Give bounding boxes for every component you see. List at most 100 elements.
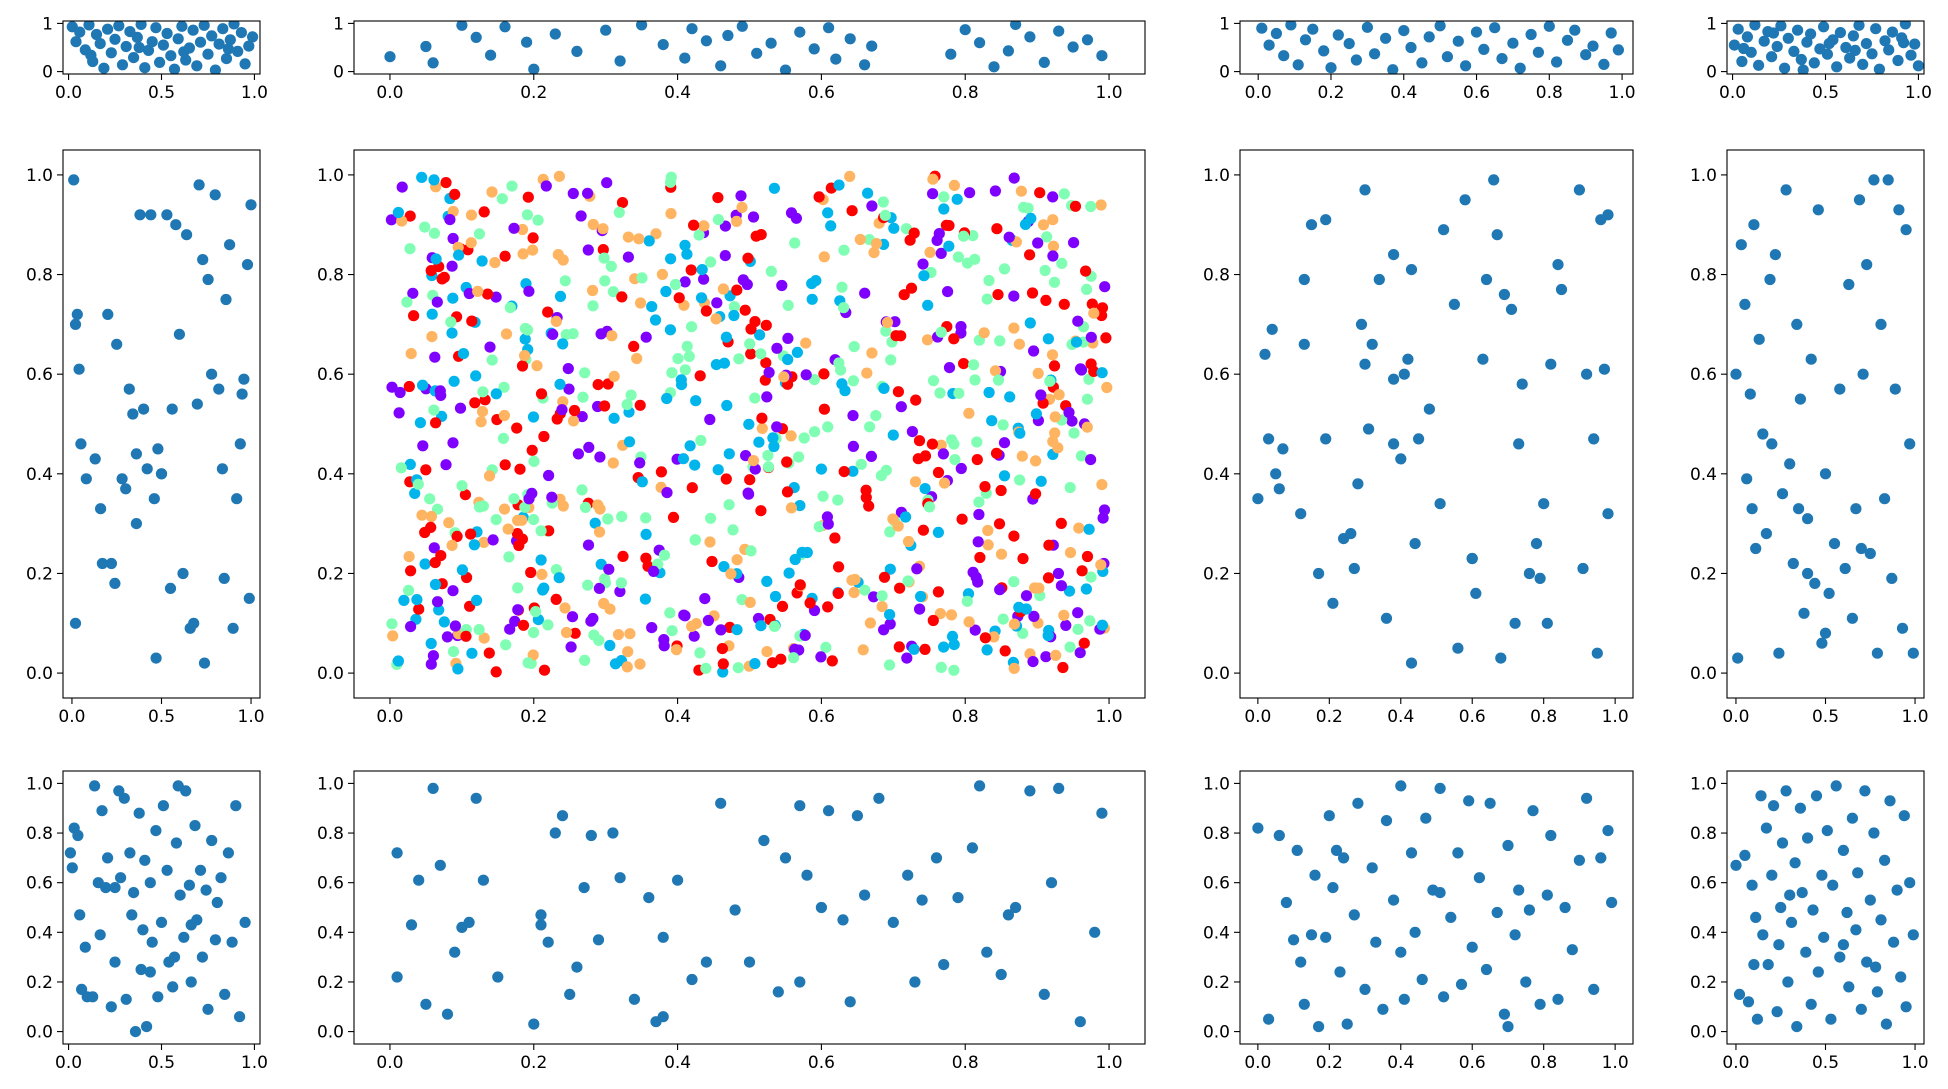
data-point [1327, 597, 1339, 609]
data-point [1784, 889, 1796, 901]
x-tick-label: 0.6 [808, 707, 835, 727]
data-point [1588, 983, 1600, 996]
data-point [1907, 647, 1919, 659]
y-tick-label: 0.0 [26, 1023, 53, 1043]
data-point [866, 347, 878, 359]
data-point [640, 552, 652, 564]
data-point [1880, 1018, 1892, 1030]
data-point [1857, 58, 1869, 70]
data-point [535, 525, 547, 537]
data-point [923, 501, 936, 513]
data-point [146, 936, 158, 948]
data-point [974, 780, 986, 792]
data-point [779, 852, 792, 864]
data-point [715, 60, 727, 72]
data-point [499, 21, 511, 33]
data-point [1420, 812, 1432, 824]
data-point [859, 584, 871, 596]
data-point [148, 493, 160, 505]
data-point [115, 872, 127, 884]
data-point [463, 916, 475, 929]
data-point [427, 650, 439, 662]
y-tick-label: 0.2 [26, 564, 53, 584]
data-point [222, 847, 234, 859]
data-point [747, 455, 760, 467]
data-point [139, 62, 151, 74]
data-point [914, 603, 926, 615]
data-point [157, 800, 169, 812]
data-point [1870, 961, 1882, 973]
data-point [489, 257, 501, 269]
data-point [700, 35, 713, 47]
data-point [661, 392, 673, 405]
data-point [216, 463, 228, 475]
data-point [699, 593, 711, 605]
data-point [833, 561, 845, 573]
data-point [1850, 503, 1862, 515]
data-point [603, 563, 615, 575]
data-point [476, 406, 489, 418]
data-point [1753, 333, 1765, 345]
data-point [604, 639, 616, 652]
data-point [943, 220, 955, 232]
data-point [413, 603, 425, 615]
data-point [1013, 601, 1025, 613]
data-point [1821, 48, 1833, 60]
data-point [993, 518, 1006, 530]
data-point [1081, 393, 1093, 405]
y-tick-label: 0.2 [1203, 564, 1230, 584]
data-point [864, 421, 876, 433]
data-point [1904, 877, 1916, 889]
data-point [116, 473, 128, 485]
data-point [1808, 57, 1820, 69]
data-point [1004, 391, 1016, 403]
data-point [1056, 257, 1068, 269]
data-point [1078, 637, 1090, 649]
data-point [997, 419, 1009, 431]
data-point [1605, 27, 1617, 39]
scatter-panel-top-4: 0.0 0.5 1.0 0 1 [1706, 14, 1932, 103]
data-point [924, 246, 936, 258]
data-point [1343, 38, 1355, 50]
x-tick-label: 1.0 [1602, 707, 1629, 727]
data-point [506, 180, 518, 192]
data-point [1812, 204, 1824, 216]
data-point [1047, 240, 1060, 252]
data-point [542, 306, 554, 318]
data-point [945, 609, 958, 621]
axes-frame [353, 149, 1146, 699]
data-point [511, 422, 523, 434]
data-point [124, 847, 136, 859]
data-point [905, 282, 918, 294]
data-point [109, 577, 121, 590]
data-point [808, 43, 820, 55]
data-point [427, 782, 439, 795]
data-point [636, 21, 648, 31]
scatter-points [1730, 174, 1919, 664]
data-point [1055, 580, 1067, 592]
data-point [1292, 59, 1304, 71]
data-point [557, 254, 569, 266]
data-point [634, 658, 646, 670]
data-point [717, 283, 730, 295]
data-point [823, 22, 835, 34]
data-point [1473, 872, 1485, 884]
data-point [483, 647, 495, 659]
data-point [1893, 204, 1905, 216]
data-point [126, 909, 138, 921]
data-point [887, 513, 899, 525]
data-point [571, 961, 583, 973]
data-point [1846, 812, 1858, 824]
data-point [1498, 288, 1510, 301]
data-point [782, 353, 794, 366]
data-point [815, 901, 828, 914]
data-point [420, 464, 432, 476]
data-point [154, 56, 166, 68]
data-point [1561, 34, 1574, 46]
data-point [498, 381, 510, 393]
x-tick-label: 0.5 [1812, 1053, 1839, 1073]
data-point [469, 397, 481, 409]
data-point [761, 575, 773, 588]
data-point [1840, 41, 1852, 54]
data-point [948, 333, 960, 345]
